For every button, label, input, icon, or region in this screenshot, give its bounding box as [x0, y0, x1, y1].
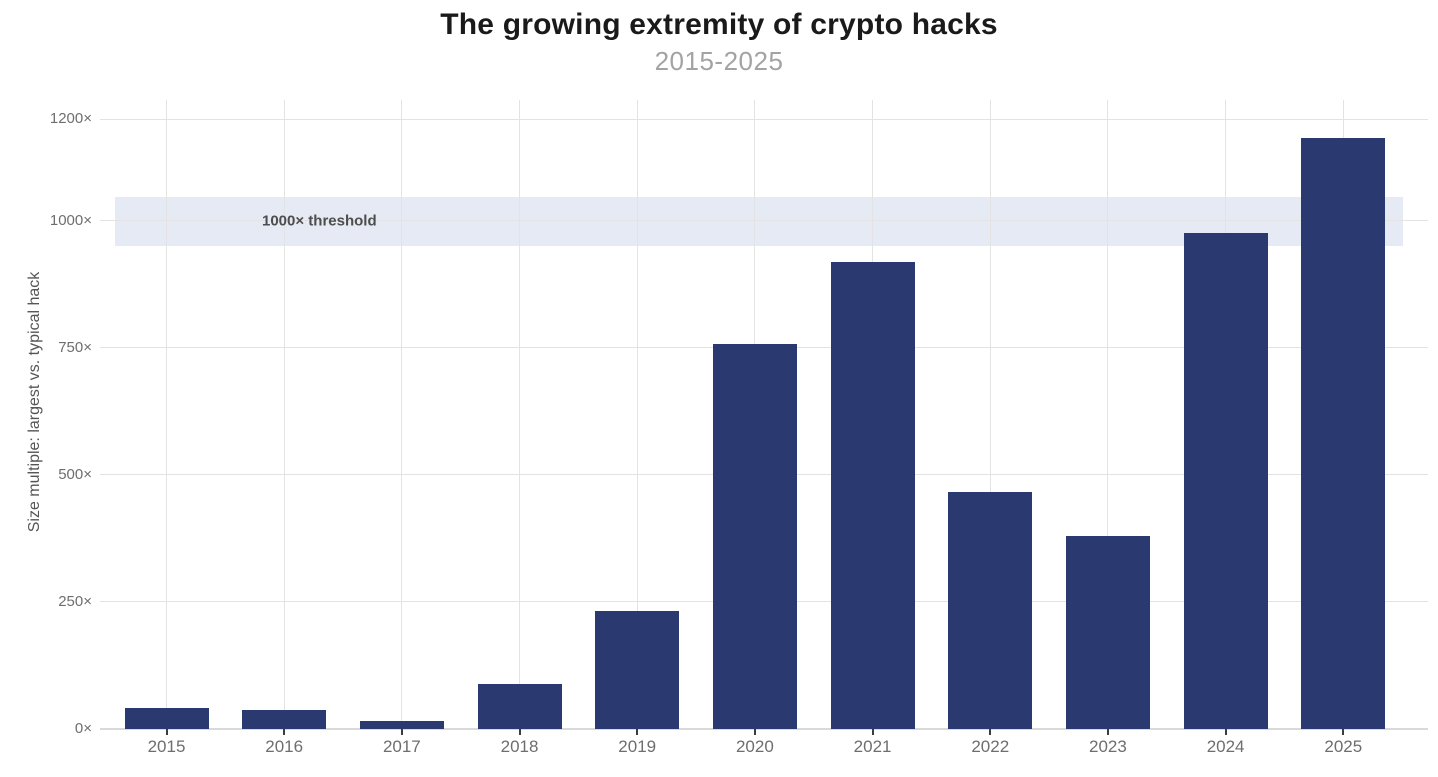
threshold-label: 1000× threshold — [262, 212, 377, 230]
x-tick-label: 2018 — [500, 737, 539, 756]
bar-2022 — [948, 491, 1033, 729]
vgridline — [636, 100, 638, 729]
chart-title: The growing extremity of crypto hacks — [440, 8, 998, 41]
x-tick-mark — [165, 729, 168, 735]
bar-2025 — [1301, 137, 1386, 729]
vgridline — [283, 100, 285, 729]
x-tick-label: 2016 — [265, 737, 304, 756]
y-tick-label: 1200× — [49, 110, 92, 128]
x-tick-mark — [1342, 729, 1345, 735]
bar-2024 — [1183, 232, 1268, 729]
x-tick-mark — [753, 729, 756, 735]
bar-2017 — [359, 721, 444, 729]
y-axis-label: Size multiple: largest vs. typical hack — [26, 271, 43, 533]
bar-2015 — [124, 708, 209, 729]
x-tick-mark — [1106, 729, 1109, 735]
bar-2016 — [242, 709, 327, 729]
x-tick-label: 2015 — [147, 737, 186, 756]
x-tick-mark — [400, 729, 403, 735]
vgridline — [401, 100, 403, 729]
bar-2020 — [712, 343, 797, 729]
vgridline — [989, 100, 991, 729]
x-tick-label: 2024 — [1206, 737, 1245, 756]
x-axis-line — [100, 728, 1428, 730]
bar-2018 — [477, 683, 562, 729]
x-tick-mark — [989, 729, 992, 735]
x-tick-label: 2021 — [853, 737, 892, 756]
bar-2023 — [1065, 536, 1150, 729]
x-tick-label: 2017 — [382, 737, 421, 756]
x-tick-mark — [871, 729, 874, 735]
x-tick-label: 2019 — [618, 737, 657, 756]
x-tick-label: 2023 — [1089, 737, 1127, 756]
vgridline — [519, 100, 521, 729]
hgridline — [100, 118, 1428, 120]
y-tick-label: 0× — [74, 720, 92, 737]
x-tick-label: 2020 — [735, 737, 774, 756]
x-tick-label: 2022 — [971, 737, 1010, 756]
x-tick-label: 2025 — [1324, 737, 1363, 756]
vgridline — [1107, 100, 1109, 729]
x-tick-mark — [1224, 729, 1227, 735]
plot-area: 1000× threshold — [100, 100, 1428, 730]
bar-2019 — [595, 610, 680, 729]
x-tick-mark — [636, 729, 639, 735]
y-tick-label: 750× — [58, 338, 92, 356]
x-tick-mark — [283, 729, 286, 735]
y-tick-label: 250× — [58, 592, 92, 610]
bar-2021 — [830, 261, 915, 729]
y-tick-label: 500× — [58, 465, 92, 483]
y-tick-label: 1000× — [49, 211, 92, 229]
hgridline — [100, 220, 1428, 222]
x-tick-mark — [518, 729, 521, 735]
chart-subtitle: 2015-2025 — [654, 46, 784, 76]
vgridline — [166, 100, 167, 729]
